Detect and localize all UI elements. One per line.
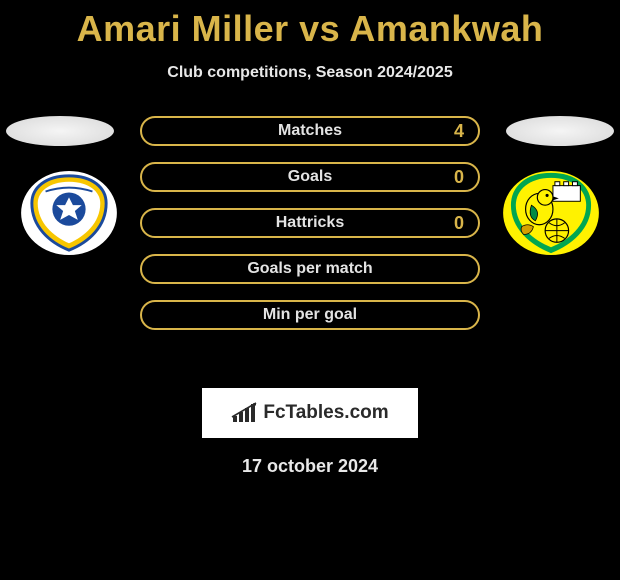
footer-date: 17 october 2024 bbox=[0, 456, 620, 477]
stat-row-goals: Goals 0 bbox=[140, 162, 480, 192]
stat-row-min-per-goal: Min per goal bbox=[140, 300, 480, 330]
player-photo-left bbox=[6, 116, 114, 146]
stat-label: Min per goal bbox=[263, 306, 357, 324]
stat-label: Goals per match bbox=[247, 260, 372, 278]
stat-row-matches: Matches 4 bbox=[140, 116, 480, 146]
page-title: Amari Miller vs Amankwah bbox=[0, 0, 620, 50]
stat-row-hattricks: Hattricks 0 bbox=[140, 208, 480, 238]
stat-value-right: 0 bbox=[454, 167, 464, 188]
brand-badge: FcTables.com bbox=[202, 388, 418, 438]
brand-label: FcTables.com bbox=[263, 402, 388, 424]
club-crest-right bbox=[502, 170, 600, 256]
stat-row-goals-per-match: Goals per match bbox=[140, 254, 480, 284]
stat-value-right: 4 bbox=[454, 121, 464, 142]
stat-label: Hattricks bbox=[276, 214, 344, 232]
stat-value-right: 0 bbox=[454, 213, 464, 234]
stats-rows: Matches 4 Goals 0 Hattricks 0 Goals per … bbox=[140, 116, 480, 346]
bar-chart-icon bbox=[231, 402, 259, 424]
player-photo-right bbox=[506, 116, 614, 146]
club-crest-left bbox=[20, 170, 118, 256]
comparison-area: Matches 4 Goals 0 Hattricks 0 Goals per … bbox=[0, 116, 620, 376]
stat-label: Matches bbox=[278, 122, 342, 140]
stat-label: Goals bbox=[288, 168, 332, 186]
page-subtitle: Club competitions, Season 2024/2025 bbox=[0, 64, 620, 82]
